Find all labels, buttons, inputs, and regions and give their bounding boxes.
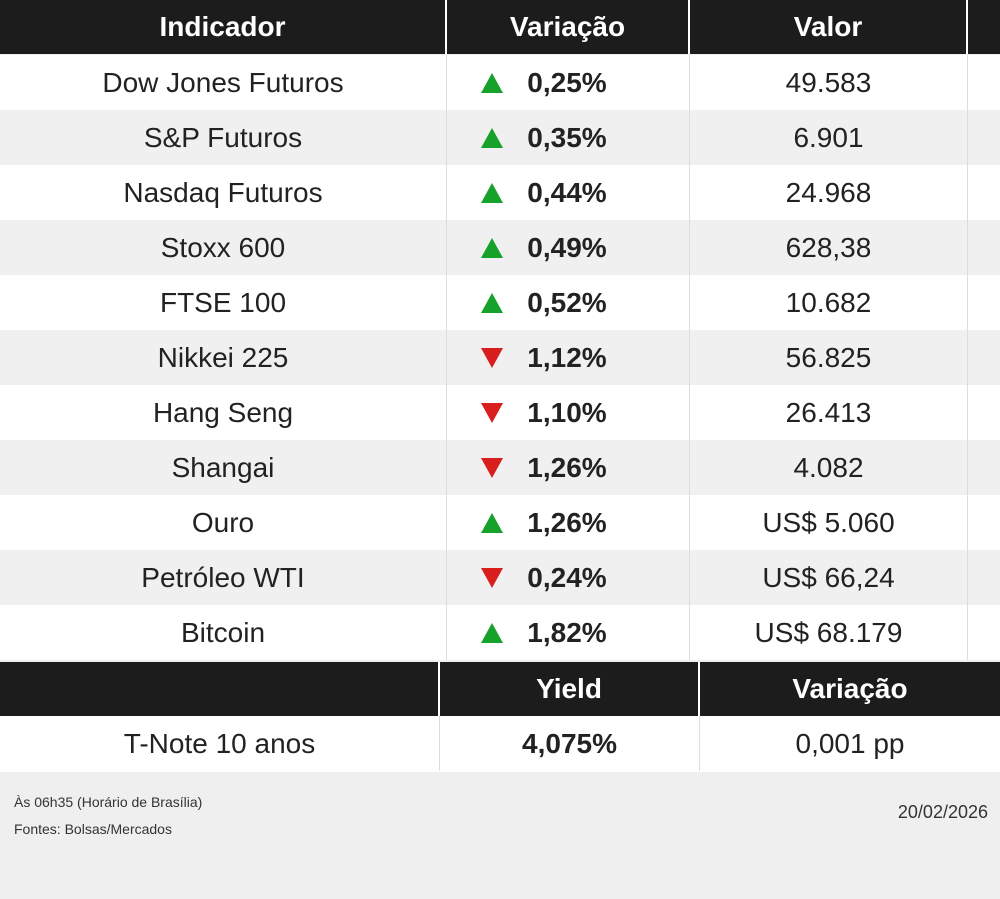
variation: 0,44% [527, 177, 607, 208]
row: T-Note 10 anos 4,075% 0,001 pp [0, 716, 1000, 772]
cell: Ouro [0, 495, 447, 550]
cell: 0,44% [447, 165, 690, 220]
arrow-up [481, 623, 503, 643]
cell: 1,26% [447, 440, 690, 495]
cell: 4.082 [690, 440, 968, 495]
variation: 1,26% [527, 452, 607, 483]
cell: US$ 66,24 [690, 550, 968, 605]
arrow-down [481, 458, 503, 478]
arrow-up [481, 293, 503, 313]
cell: Nasdaq Futuros [0, 165, 447, 220]
cell: Dow Jones Futuros [0, 55, 447, 110]
cell: Shangai [0, 440, 447, 495]
row: Nasdaq Futuros 0,44% 24.968 [0, 165, 1000, 220]
cell: 0,35% [447, 110, 690, 165]
arrow-up [481, 73, 503, 93]
cell: 6.901 [690, 110, 968, 165]
row: Ouro 1,26% US$ 5.060 [0, 495, 1000, 550]
cell: Nikkei 225 [0, 330, 447, 385]
arrow-up [481, 183, 503, 203]
header: Yield Variação [0, 662, 1000, 716]
variation: 0,24% [527, 562, 607, 593]
arrow-up [481, 238, 503, 258]
variation: 1,12% [527, 342, 607, 373]
arrow-down [481, 568, 503, 588]
header-cell [0, 662, 440, 716]
cell: 4,075% [440, 716, 700, 771]
cell: T-Note 10 anos [0, 716, 440, 771]
cell: 56.825 [690, 330, 968, 385]
header: Indicador Variação Valor [0, 0, 1000, 54]
cell: 0,49% [447, 220, 690, 275]
cell: 628,38 [690, 220, 968, 275]
cell: US$ 68.179 [690, 605, 968, 660]
variation: 1,10% [527, 397, 607, 428]
row: Stoxx 600 0,49% 628,38 [0, 220, 1000, 275]
cell: S&P Futuros [0, 110, 447, 165]
variation: 0,25% [527, 67, 607, 98]
cell: 1,10% [447, 385, 690, 440]
row: Dow Jones Futuros 0,25% 49.583 [0, 55, 1000, 110]
cell: Hang Seng [0, 385, 447, 440]
cell: 1,26% [447, 495, 690, 550]
row: FTSE 100 0,52% 10.682 [0, 275, 1000, 330]
cell: 24.968 [690, 165, 968, 220]
cell: FTSE 100 [0, 275, 447, 330]
cell: 26.413 [690, 385, 968, 440]
row: Nikkei 225 1,12% 56.825 [0, 330, 1000, 385]
arrow-up [481, 513, 503, 533]
variation: 0,35% [527, 122, 607, 153]
footer-date: 20/02/2026 [897, 802, 988, 822]
header-cell: Yield [440, 662, 700, 716]
cell: 10.682 [690, 275, 968, 330]
header-cell: Variação [447, 0, 690, 54]
header-cell: Indicador [0, 0, 447, 54]
header-cell: Valor [690, 0, 968, 54]
cell: 49.583 [690, 55, 968, 110]
arrow-up [481, 128, 503, 148]
variation: 0,49% [527, 232, 607, 263]
cell: 0,24% [447, 550, 690, 605]
variation: 1,26% [527, 507, 607, 538]
variation: 0,52% [527, 287, 607, 318]
arrow-down [481, 348, 503, 368]
cell: Bitcoin [0, 605, 447, 660]
row: Bitcoin 1,82% US$ 68.179 [0, 605, 1000, 660]
variation: 1,82% [527, 617, 607, 648]
row: Petróleo WTI 0,24% US$ 66,24 [0, 550, 1000, 605]
row: S&P Futuros 0,35% 6.901 [0, 110, 1000, 165]
cell: Stoxx 600 [0, 220, 447, 275]
cell: 1,12% [447, 330, 690, 385]
arrow-down [481, 403, 503, 423]
row: Hang Seng 1,10% 26.413 [0, 385, 1000, 440]
footer-sources: Fontes: Bolsas/Mercados [14, 821, 172, 837]
cell: 1,82% [447, 605, 690, 660]
cell: Petróleo WTI [0, 550, 447, 605]
row: Shangai 1,26% 4.082 [0, 440, 1000, 495]
cell: US$ 5.060 [690, 495, 968, 550]
cell: 0,25% [447, 55, 690, 110]
header-cell: Variação [792, 673, 908, 704]
cell: 0,001 pp [795, 728, 905, 759]
cell: 0,52% [447, 275, 690, 330]
footer-time: Às 06h35 (Horário de Brasília) [14, 794, 203, 810]
